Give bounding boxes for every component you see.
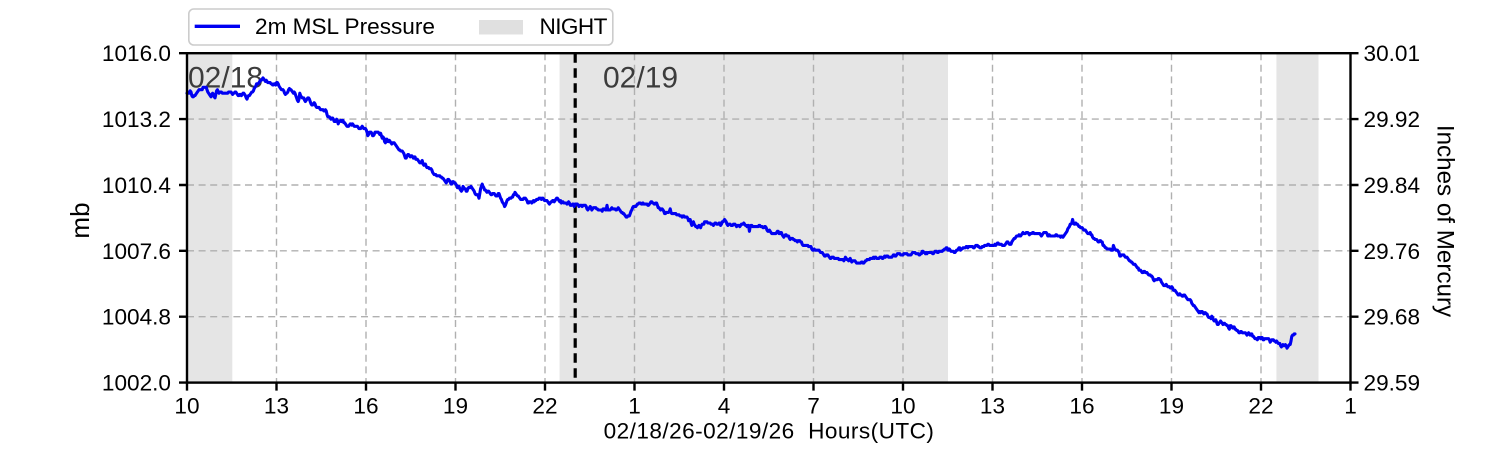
svg-text:1010.4: 1010.4 — [102, 173, 171, 198]
svg-text:1: 1 — [628, 394, 641, 419]
svg-text:NIGHT: NIGHT — [540, 14, 608, 39]
svg-text:29.76: 29.76 — [1364, 239, 1421, 264]
svg-text:16: 16 — [1069, 394, 1094, 419]
svg-text:13: 13 — [980, 394, 1005, 419]
svg-text:1: 1 — [1344, 394, 1357, 419]
svg-text:29.59: 29.59 — [1364, 371, 1421, 396]
svg-text:10: 10 — [890, 394, 915, 419]
svg-text:1016.0: 1016.0 — [102, 41, 171, 66]
svg-text:13: 13 — [264, 394, 289, 419]
svg-text:22: 22 — [532, 394, 557, 419]
svg-text:29.84: 29.84 — [1364, 173, 1421, 198]
svg-text:29.92: 29.92 — [1364, 107, 1421, 132]
svg-text:1013.2: 1013.2 — [102, 107, 171, 132]
svg-text:29.68: 29.68 — [1364, 305, 1421, 330]
svg-text:1007.6: 1007.6 — [102, 239, 171, 264]
svg-text:02/18/26-02/19/26 Hours(UTC): 02/18/26-02/19/26 Hours(UTC) — [604, 419, 935, 444]
svg-text:19: 19 — [1159, 394, 1184, 419]
svg-text:10: 10 — [174, 394, 199, 419]
svg-text:1004.8: 1004.8 — [102, 305, 171, 330]
svg-text:19: 19 — [443, 394, 468, 419]
svg-text:2m MSL Pressure: 2m MSL Pressure — [255, 14, 435, 39]
svg-text:7: 7 — [807, 394, 820, 419]
svg-text:16: 16 — [353, 394, 378, 419]
svg-text:30.01: 30.01 — [1364, 41, 1421, 66]
svg-text:Inches of Mercury: Inches of Mercury — [1432, 125, 1459, 318]
svg-text:02/19: 02/19 — [603, 62, 678, 95]
svg-text:4: 4 — [718, 394, 731, 419]
svg-text:mb: mb — [65, 202, 95, 238]
svg-text:1002.0: 1002.0 — [102, 371, 171, 396]
svg-text:22: 22 — [1248, 394, 1273, 419]
